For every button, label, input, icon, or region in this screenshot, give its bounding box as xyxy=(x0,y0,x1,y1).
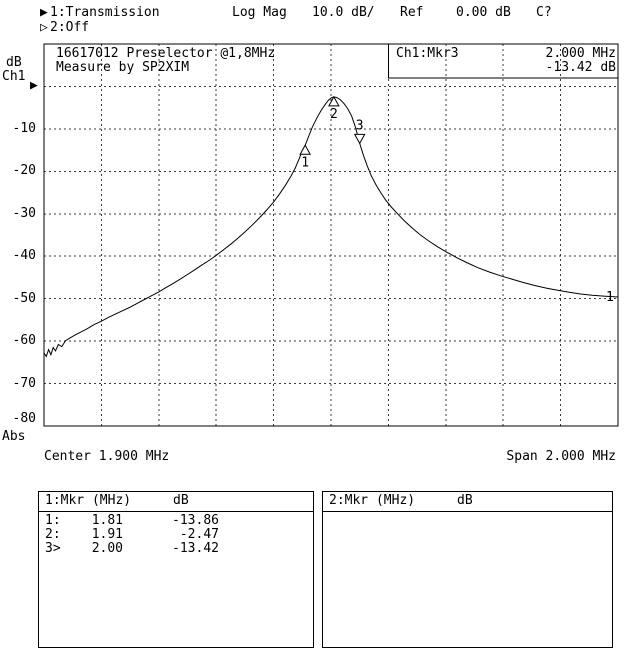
measurement-plot: 1 2 3 1 xyxy=(43,43,619,427)
trace-number-label: 1 xyxy=(606,290,614,305)
y-tick-label: -40 xyxy=(12,248,36,263)
plot-title: 16617012 Preselector @1,8MHz xyxy=(56,46,276,61)
channel-axis-label: Ch1 xyxy=(2,69,26,84)
marker-row-number: 2: xyxy=(45,527,61,542)
markers-group: 1 2 3 xyxy=(299,95,366,170)
marker-row-number: 3> xyxy=(45,541,61,556)
marker-table-1-rows: 1: 1.81 -13.86 2: 1.91 -2.47 3> 2.00 -13… xyxy=(39,512,313,556)
channel1-measurement-label: 1:Transmission xyxy=(50,5,160,20)
marker-row-frequency: 1.91 xyxy=(91,527,123,542)
marker-row-frequency: 1.81 xyxy=(91,513,123,528)
marker-table-1-header: 1:Mkr (MHz) dB xyxy=(39,492,313,512)
marker-row-number: 1: xyxy=(45,513,61,528)
channel2-inactive-icon: ▷ xyxy=(40,20,48,35)
marker-table-1-title: 1:Mkr (MHz) xyxy=(45,493,132,508)
y-tick-label: -60 xyxy=(12,333,36,348)
ref-label: Ref xyxy=(400,5,424,20)
center-frequency-label: Center 1.900 MHz xyxy=(44,449,170,464)
marker-table-2-rows xyxy=(323,512,612,514)
marker-table-row: 2: 1.91 -2.47 xyxy=(39,528,313,542)
y-tick-label: -70 xyxy=(12,376,36,391)
marker-1-symbol-icon xyxy=(299,144,312,155)
channel1-active-icon: ▶ xyxy=(40,5,48,20)
marker-table-2-unit: dB xyxy=(457,493,473,508)
marker-table-row: 3> 2.00 -13.42 xyxy=(39,542,313,556)
marker-table-2-title: 2:Mkr (MHz) xyxy=(329,493,416,508)
y-tick-label: -30 xyxy=(12,206,36,221)
graticule-border xyxy=(43,43,619,427)
format-label: Log Mag xyxy=(232,5,287,20)
marker-table-1-unit: dB xyxy=(173,493,189,508)
marker-row-level: -13.86 xyxy=(172,513,219,528)
cal-status-label: C? xyxy=(536,5,552,20)
marker-2-number: 2 xyxy=(330,107,338,122)
marker-table-1: 1:Mkr (MHz) dB 1: 1.81 -13.86 2: 1.91 -2… xyxy=(38,491,314,648)
abs-scale-label: Abs xyxy=(2,429,26,444)
graticule-grid xyxy=(44,44,618,426)
marker-row-level: -13.42 xyxy=(172,541,219,556)
marker-3-number: 3 xyxy=(356,118,364,133)
y-axis-unit-label: dB xyxy=(6,55,22,70)
y-tick-label: -50 xyxy=(12,291,36,306)
marker-row-frequency: 2.00 xyxy=(91,541,123,556)
marker-table-2: 2:Mkr (MHz) dB xyxy=(322,491,613,648)
marker-readout-channel: Ch1:Mkr3 xyxy=(396,46,459,61)
y-tick-label: -20 xyxy=(12,163,36,178)
ref-position-icon: ▶ xyxy=(30,78,38,93)
ref-value: 0.00 dB xyxy=(456,5,511,20)
marker-2-symbol-icon xyxy=(328,95,340,107)
marker-table-2-header: 2:Mkr (MHz) dB xyxy=(323,492,612,512)
scale-per-div-label: 10.0 dB/ xyxy=(312,5,375,20)
marker-1-number: 1 xyxy=(301,155,309,170)
plot-subtitle: Measure by SP2XIM xyxy=(56,60,190,75)
marker-readout-box-border xyxy=(387,44,618,79)
y-tick-label: -10 xyxy=(12,121,36,136)
marker-3-symbol-icon xyxy=(353,133,366,145)
marker-table-row: 1: 1.81 -13.86 xyxy=(39,514,313,528)
y-tick-label: -80 xyxy=(12,411,36,426)
marker-row-level: -2.47 xyxy=(179,527,219,542)
marker-readout-value: -13.42 dB xyxy=(545,60,616,75)
channel2-state-label: 2:Off xyxy=(50,20,90,35)
span-label: Span 2.000 MHz xyxy=(506,449,616,464)
marker-readout-frequency: 2.000 MHz xyxy=(545,46,616,61)
